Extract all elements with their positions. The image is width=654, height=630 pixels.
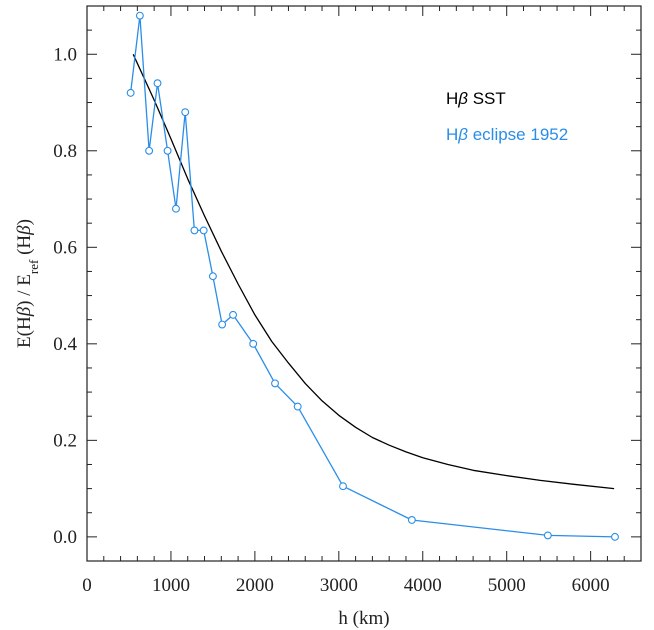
- x-tick-label: 3000: [320, 575, 358, 596]
- data-point-eclipse: [126, 88, 135, 97]
- series-line-eclipse: [129, 15, 616, 538]
- data-point-eclipse: [172, 204, 180, 213]
- data-point-eclipse: [218, 320, 227, 329]
- y-label-sub: ref: [26, 259, 41, 274]
- data-point-eclipse: [339, 482, 347, 491]
- data-point-eclipse: [293, 402, 302, 411]
- y-label-beta2: β: [14, 225, 35, 236]
- legend-entry: Hβ SST: [446, 89, 506, 108]
- legend: Hβ SST Hβ eclipse 1952: [446, 89, 568, 144]
- data-point-eclipse: [208, 272, 217, 281]
- y-tick-label: 0.6: [53, 237, 77, 258]
- x-tick-label: 1000: [152, 575, 190, 596]
- series-line-sst: [132, 54, 615, 490]
- x-tick-label: 0: [82, 575, 92, 596]
- data-point-eclipse: [199, 226, 208, 235]
- y-tick-label: 0.8: [53, 141, 77, 162]
- y-label-pre: E(H: [14, 316, 35, 348]
- data-point-eclipse: [181, 108, 190, 117]
- y-axis-label: E(Hβ) / Eref (Hβ): [14, 219, 41, 348]
- x-tick-label: 5000: [488, 575, 526, 596]
- y-tick-label: 0.4: [53, 334, 77, 355]
- y-label-beta: β: [14, 306, 35, 317]
- y-tick-label: 0.0: [53, 527, 77, 548]
- y-tick-label: 0.2: [53, 430, 77, 451]
- data-point-eclipse: [249, 339, 258, 348]
- data-point-eclipse: [611, 532, 619, 541]
- y-label-end: ): [14, 219, 35, 225]
- plot-frame: [86, 5, 642, 562]
- y-tick-label: 1.0: [53, 44, 77, 65]
- x-tick-label: 4000: [404, 575, 442, 596]
- axis-ticks: 0 1000 2000 3000 4000 5000 6000 0.0 0.2 0.4 0.6 0.8…: [53, 5, 642, 596]
- series-layer: [126, 11, 619, 541]
- data-point-eclipse: [163, 146, 172, 155]
- data-point-eclipse: [407, 516, 416, 524]
- data-point-eclipse: [271, 379, 279, 388]
- data-point-eclipse: [190, 226, 199, 235]
- data-point-eclipse: [135, 11, 144, 20]
- x-tick-label: 6000: [572, 575, 610, 596]
- data-point-eclipse: [229, 310, 238, 319]
- data-point-eclipse: [543, 531, 552, 540]
- data-point-eclipse: [153, 79, 162, 88]
- x-axis-label: h (km): [338, 608, 389, 629]
- data-point-eclipse: [145, 146, 154, 155]
- x-tick-label: 2000: [236, 575, 274, 596]
- y-label-mid: ) / E: [14, 274, 35, 307]
- y-label-post: (H: [14, 235, 35, 260]
- legend-entry: Hβ eclipse 1952: [446, 125, 568, 144]
